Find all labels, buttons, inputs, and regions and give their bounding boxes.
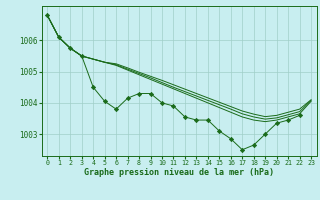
X-axis label: Graphe pression niveau de la mer (hPa): Graphe pression niveau de la mer (hPa) bbox=[84, 168, 274, 177]
